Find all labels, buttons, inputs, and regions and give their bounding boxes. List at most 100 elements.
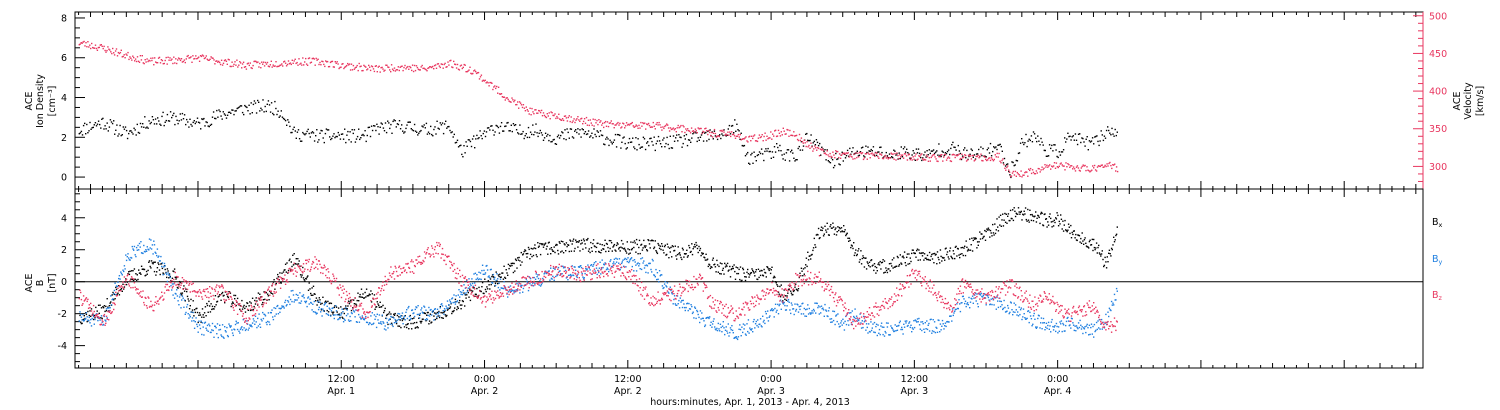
b-x-point: [80, 321, 82, 323]
velocity-point: [1008, 171, 1011, 173]
b-x-point: [970, 244, 972, 246]
velocity-point: [224, 59, 227, 61]
velocity-point: [978, 157, 980, 159]
b-x-point: [250, 302, 252, 304]
b-x-point: [490, 283, 492, 286]
velocity-point: [679, 126, 681, 128]
velocity-point: [618, 124, 620, 126]
velocity-point: [777, 129, 780, 132]
b-x-point: [772, 277, 775, 279]
b-y-point: [370, 315, 372, 317]
b-x-point: [620, 246, 622, 248]
velocity-point: [1005, 169, 1007, 171]
b-y-point: [328, 307, 330, 309]
velocity-point: [233, 63, 235, 66]
b-x-point: [832, 222, 834, 224]
density-point: [985, 156, 987, 158]
b-x-point: [407, 323, 409, 325]
density-point: [346, 134, 348, 136]
velocity-point: [1105, 165, 1107, 168]
b-y-point: [706, 317, 708, 319]
b-y-point: [635, 270, 638, 272]
velocity-point: [767, 138, 769, 140]
density-point: [654, 149, 656, 152]
density-point: [599, 130, 602, 132]
velocity-point: [504, 99, 506, 101]
velocity-point: [174, 62, 176, 64]
b-y-point: [181, 295, 184, 297]
velocity-point: [584, 122, 587, 124]
b-y-point: [365, 321, 368, 323]
density-point: [1028, 138, 1030, 140]
velocity-point: [897, 154, 899, 157]
b-x-point: [671, 245, 674, 247]
density-point: [798, 145, 800, 148]
density-point: [322, 137, 324, 139]
velocity-point: [253, 60, 255, 63]
b-y-point: [383, 322, 385, 324]
b-x-point: [631, 247, 633, 250]
b-x-point: [843, 225, 845, 227]
b-y-point: [519, 292, 521, 294]
b-y-point: [487, 276, 489, 278]
velocity-point: [1003, 163, 1005, 166]
b-x-point: [591, 250, 593, 252]
velocity-point: [370, 65, 373, 67]
b-y-point: [497, 286, 500, 289]
b-y-point: [272, 316, 274, 318]
b-x-point: [469, 299, 472, 302]
b-x-point: [418, 317, 420, 319]
velocity-point: [1060, 162, 1062, 164]
b-x-point: [971, 237, 973, 239]
b-y-point: [507, 291, 510, 293]
density-point: [475, 138, 477, 140]
velocity-point: [866, 158, 868, 160]
velocity-point: [990, 157, 993, 159]
b-x-point: [744, 279, 747, 282]
b-x-point: [413, 317, 415, 319]
density-point: [961, 155, 964, 157]
b-y-point: [134, 254, 136, 256]
b-x-point: [1105, 261, 1107, 263]
density-point: [635, 137, 637, 139]
b-y-point: [292, 294, 295, 296]
b-x-point: [444, 314, 447, 316]
b-y-point: [132, 248, 134, 250]
density-point: [741, 144, 743, 147]
b-y-point: [649, 262, 651, 265]
b-x-point: [463, 292, 465, 294]
b-x-point: [465, 297, 467, 299]
velocity-point: [666, 123, 668, 125]
velocity-point: [124, 57, 126, 59]
b-x-point: [410, 322, 412, 325]
b-y-point: [327, 313, 329, 316]
b-y-point: [401, 317, 403, 320]
velocity-point: [1002, 158, 1004, 160]
velocity-point: [415, 65, 418, 67]
velocity-point: [587, 119, 590, 121]
velocity-point: [207, 59, 209, 61]
velocity-point: [138, 61, 141, 63]
density-point: [745, 153, 748, 155]
b-x-point: [426, 311, 429, 314]
velocity-point: [1110, 164, 1112, 167]
bottom-y-tick-label: 0: [61, 277, 67, 288]
velocity-point: [806, 141, 808, 143]
density-point: [187, 121, 189, 123]
density-point: [1095, 135, 1097, 138]
density-point: [84, 122, 86, 125]
density-point: [796, 159, 798, 161]
b-y-point: [453, 294, 455, 296]
b-y-point: [671, 293, 674, 295]
density-point: [315, 135, 317, 137]
velocity-point: [550, 111, 552, 113]
b-x-point: [337, 307, 340, 309]
b-y-point: [120, 272, 123, 275]
density-point: [605, 138, 607, 140]
velocity-point: [180, 58, 183, 60]
b-x-point: [434, 318, 436, 321]
b-y-point: [247, 329, 249, 331]
density-point: [102, 117, 104, 120]
b-x-point: [993, 234, 995, 236]
velocity-point: [445, 66, 447, 68]
